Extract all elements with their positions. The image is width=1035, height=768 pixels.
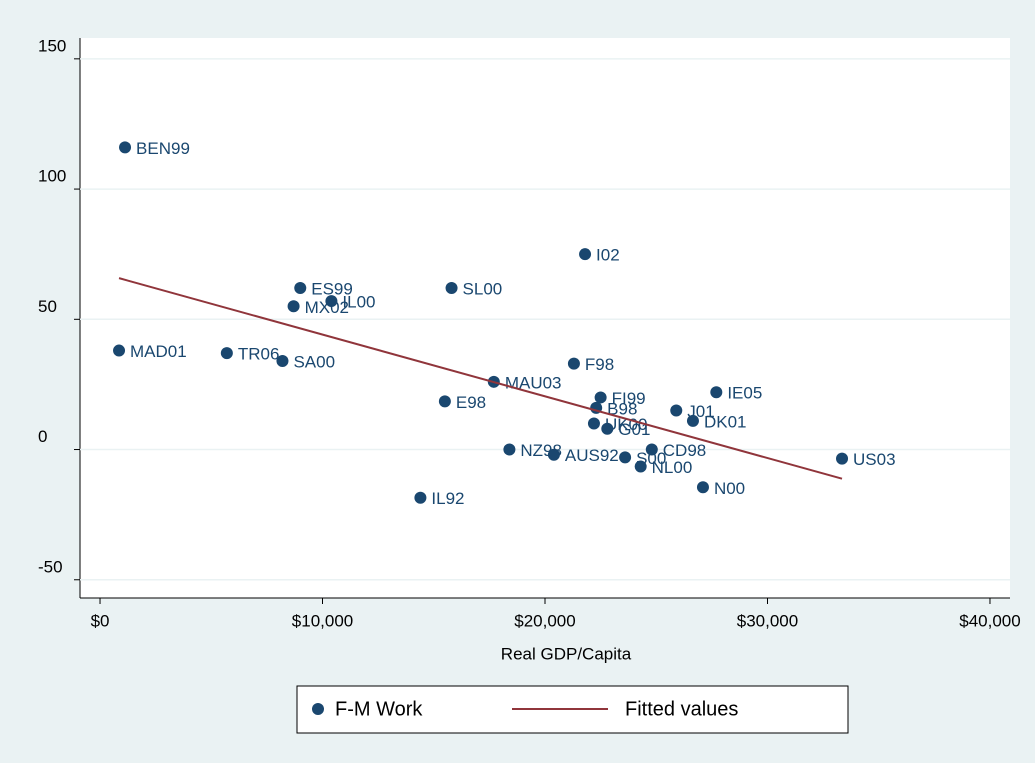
point xyxy=(686,414,699,427)
point-label: B98 xyxy=(607,399,637,418)
point xyxy=(710,386,723,399)
point-label: CD98 xyxy=(663,441,706,460)
point-label: IL92 xyxy=(431,489,464,508)
point-label: G01 xyxy=(618,420,650,439)
point-label: MX02 xyxy=(305,298,349,317)
point xyxy=(113,344,126,357)
point-label: IL00 xyxy=(342,293,375,312)
point-label: TR06 xyxy=(238,345,280,364)
x-tick-label: $30,000 xyxy=(737,611,798,630)
point-label: BEN99 xyxy=(136,139,190,158)
point-label: IE05 xyxy=(727,384,762,403)
point-label: F98 xyxy=(585,355,614,374)
point xyxy=(619,451,632,464)
point-label: NL00 xyxy=(652,458,693,477)
point xyxy=(670,404,683,417)
point xyxy=(414,491,427,504)
legend-marker xyxy=(312,703,324,715)
point-label: MAD01 xyxy=(130,342,187,361)
point-label: AUS92 xyxy=(565,446,619,465)
point xyxy=(587,417,600,430)
point-label: MAU03 xyxy=(505,373,562,392)
point-label: SL00 xyxy=(463,280,503,299)
point-label: SA00 xyxy=(293,352,335,371)
point xyxy=(438,395,451,408)
x-tick-label: $20,000 xyxy=(514,611,575,630)
x-tick-label: $10,000 xyxy=(292,611,353,630)
legend-label: Fitted values xyxy=(625,698,738,720)
point-label: US03 xyxy=(853,450,896,469)
y-tick-label: 100 xyxy=(38,167,66,186)
point-label: ES99 xyxy=(311,280,353,299)
point xyxy=(696,481,709,494)
y-tick-label: -50 xyxy=(38,557,63,576)
x-axis-title: Real GDP/Capita xyxy=(501,644,632,663)
point xyxy=(547,448,560,461)
point xyxy=(287,300,300,313)
point xyxy=(634,460,647,473)
legend-label: F-M Work xyxy=(335,698,423,720)
point xyxy=(579,248,592,261)
x-tick-label: $0 xyxy=(91,611,110,630)
fitted-line xyxy=(118,277,843,480)
point xyxy=(503,443,516,456)
point-label: UK00 xyxy=(605,415,648,434)
y-tick-label: 150 xyxy=(38,36,66,55)
point xyxy=(294,282,307,295)
point xyxy=(220,347,233,360)
point-label: FI99 xyxy=(612,389,646,408)
point-label: DK01 xyxy=(704,412,747,431)
point xyxy=(601,422,614,435)
point-label: N00 xyxy=(714,479,745,498)
point-label: I02 xyxy=(596,246,620,265)
point xyxy=(567,357,580,370)
point xyxy=(445,282,458,295)
point xyxy=(119,141,132,154)
point xyxy=(325,295,338,308)
y-tick-label: 50 xyxy=(38,297,57,316)
point-label: E98 xyxy=(456,393,486,412)
plot-area xyxy=(80,38,1010,598)
x-tick-label: $40,000 xyxy=(959,611,1020,630)
point xyxy=(594,391,607,404)
point xyxy=(836,452,849,465)
y-tick-label: 0 xyxy=(38,427,47,446)
point xyxy=(645,443,658,456)
point xyxy=(276,354,289,367)
